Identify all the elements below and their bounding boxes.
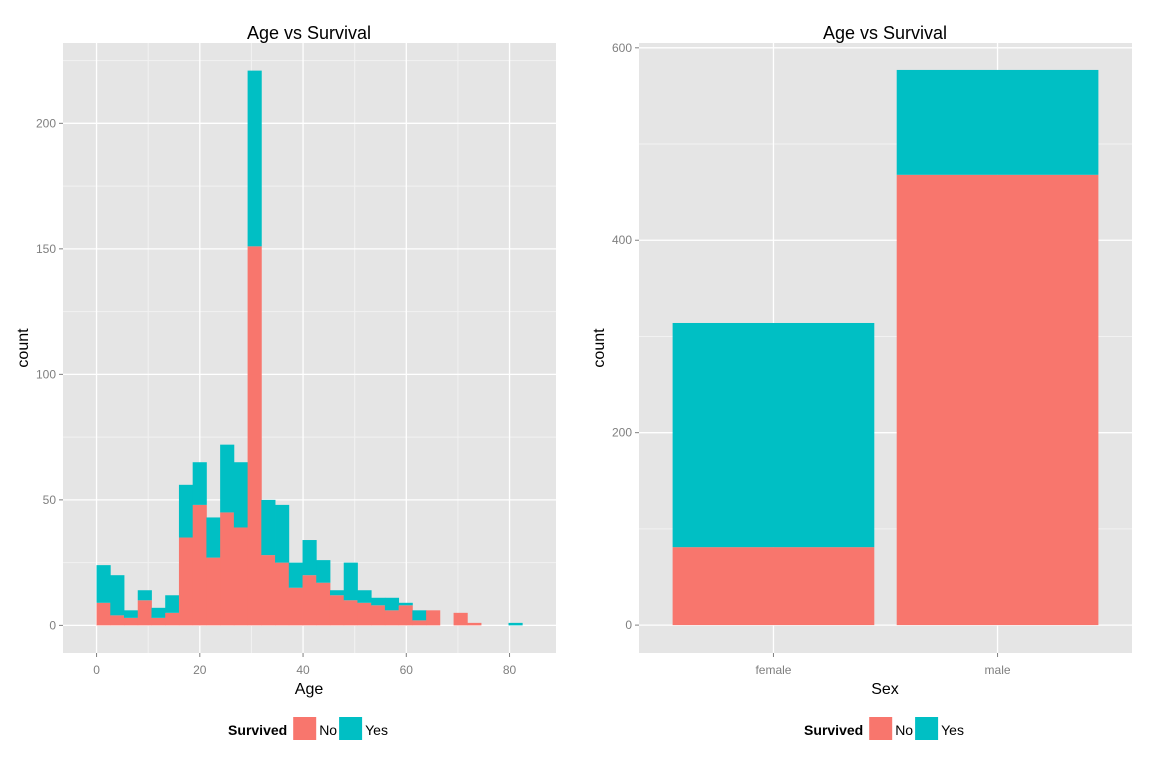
histogram-bar-no bbox=[316, 582, 331, 626]
legend-label-no: No bbox=[895, 722, 913, 738]
age-histogram-chart: Age vs Survival 0 20 40 60 80 0 50 100 150 200 A… bbox=[15, 23, 556, 740]
legend-title: Survived bbox=[804, 722, 863, 738]
histogram-bar-yes bbox=[398, 602, 413, 606]
legend-key-yes bbox=[915, 717, 939, 740]
age-histogram-title: Age vs Survival bbox=[247, 23, 371, 43]
histogram-bar-no bbox=[206, 557, 221, 626]
sex-bar-legend: Survived No Yes bbox=[804, 717, 964, 740]
age-histogram-x-axis-label: Age bbox=[295, 681, 324, 698]
histogram-bar-no bbox=[343, 600, 358, 626]
histogram-bar-no bbox=[220, 512, 235, 626]
histogram-bar-yes bbox=[110, 575, 125, 616]
histogram-bar-yes bbox=[151, 607, 166, 618]
age-histogram-bars bbox=[96, 70, 523, 626]
y-tick-label: 150 bbox=[36, 242, 56, 256]
sex-bar-x-axis-label: Sex bbox=[871, 681, 899, 698]
bar-female-yes bbox=[672, 322, 875, 548]
sex-bar-y-axis-label: count bbox=[591, 328, 608, 368]
legend-label-yes: Yes bbox=[365, 722, 388, 738]
histogram-bar-yes bbox=[384, 597, 400, 611]
legend-key-no bbox=[293, 717, 317, 740]
histogram-bar-no bbox=[137, 600, 152, 626]
histogram-bar-no bbox=[302, 575, 317, 626]
age-histogram-legend: Survived No Yes bbox=[228, 717, 388, 740]
histogram-bar-no bbox=[329, 595, 345, 626]
histogram-bar-no bbox=[124, 617, 139, 626]
histogram-bar-yes bbox=[275, 504, 290, 563]
histogram-bar-no bbox=[165, 612, 180, 626]
x-tick-label: male bbox=[985, 663, 1011, 677]
bar-female-no bbox=[672, 547, 875, 626]
histogram-bar-yes bbox=[329, 590, 345, 596]
bar-male-yes bbox=[896, 69, 1099, 175]
legend-label-yes: Yes bbox=[941, 722, 964, 738]
histogram-bar-yes bbox=[247, 70, 262, 247]
histogram-bar-no bbox=[275, 562, 290, 626]
legend-key-yes bbox=[339, 717, 363, 740]
x-tick-label: 60 bbox=[400, 663, 414, 677]
x-tick-label: 20 bbox=[193, 663, 207, 677]
legend-title: Survived bbox=[228, 722, 287, 738]
y-tick-label: 50 bbox=[43, 493, 57, 507]
bar-male-no bbox=[896, 174, 1099, 626]
y-tick-label: 0 bbox=[625, 618, 632, 632]
legend-label-no: No bbox=[319, 722, 337, 738]
histogram-bar-no bbox=[261, 555, 276, 626]
histogram-bar-yes bbox=[165, 595, 180, 613]
x-tick-label: 0 bbox=[93, 663, 100, 677]
histogram-bar-no bbox=[110, 615, 125, 626]
histogram-bar-yes bbox=[233, 462, 249, 528]
y-tick-label: 100 bbox=[36, 367, 56, 381]
histogram-bar-no bbox=[96, 602, 111, 626]
histogram-bar-yes bbox=[357, 590, 372, 603]
histogram-bar-yes bbox=[220, 444, 235, 513]
age-histogram-x-ticks: 0 20 40 60 80 bbox=[93, 653, 517, 677]
histogram-bar-no bbox=[357, 602, 372, 626]
histogram-bar-yes bbox=[508, 622, 523, 626]
histogram-bar-no bbox=[467, 622, 482, 626]
sex-bar-chart: Age vs Survival female male 0 200 400 600 Se… bbox=[591, 23, 1132, 740]
x-tick-label: female bbox=[755, 663, 791, 677]
histogram-bar-no bbox=[426, 610, 441, 626]
histogram-bar-no bbox=[412, 620, 427, 626]
histogram-bar-no bbox=[288, 587, 303, 626]
histogram-bar-yes bbox=[343, 562, 358, 601]
sex-bar-bars bbox=[672, 69, 1099, 626]
histogram-bar-yes bbox=[96, 565, 111, 603]
histogram-bar-no bbox=[398, 605, 413, 626]
histogram-bar-yes bbox=[137, 590, 152, 601]
histogram-bar-yes bbox=[261, 499, 276, 556]
histogram-bar-yes bbox=[288, 562, 303, 588]
histogram-bar-no bbox=[384, 610, 400, 626]
histogram-bar-no bbox=[233, 527, 249, 626]
histogram-bar-no bbox=[453, 612, 468, 626]
sex-bar-x-ticks: female male bbox=[755, 653, 1011, 677]
histogram-bar-yes bbox=[371, 597, 386, 606]
histogram-bar-no bbox=[247, 246, 262, 626]
y-tick-label: 400 bbox=[612, 233, 632, 247]
histogram-bar-no bbox=[371, 605, 386, 626]
y-tick-label: 200 bbox=[36, 116, 56, 130]
histogram-bar-yes bbox=[206, 517, 221, 558]
histogram-bar-no bbox=[151, 617, 166, 626]
histogram-bar-yes bbox=[302, 540, 317, 576]
sex-bar-title: Age vs Survival bbox=[823, 23, 947, 43]
histogram-bar-yes bbox=[124, 610, 139, 618]
legend-key-no bbox=[869, 717, 893, 740]
y-tick-label: 600 bbox=[612, 41, 632, 55]
age-histogram-y-axis-label: count bbox=[15, 328, 32, 368]
histogram-bar-yes bbox=[192, 462, 207, 505]
y-tick-label: 0 bbox=[49, 618, 56, 632]
histogram-bar-no bbox=[178, 537, 194, 626]
histogram-bar-yes bbox=[178, 484, 194, 538]
sex-bar-y-ticks: 0 200 400 600 bbox=[612, 41, 639, 632]
y-tick-label: 200 bbox=[612, 426, 632, 440]
age-histogram-y-ticks: 0 50 100 150 200 bbox=[36, 116, 63, 632]
x-tick-label: 40 bbox=[296, 663, 310, 677]
histogram-bar-yes bbox=[412, 610, 427, 621]
histogram-bar-no bbox=[192, 504, 207, 626]
x-tick-label: 80 bbox=[503, 663, 517, 677]
histogram-bar-yes bbox=[316, 560, 331, 583]
